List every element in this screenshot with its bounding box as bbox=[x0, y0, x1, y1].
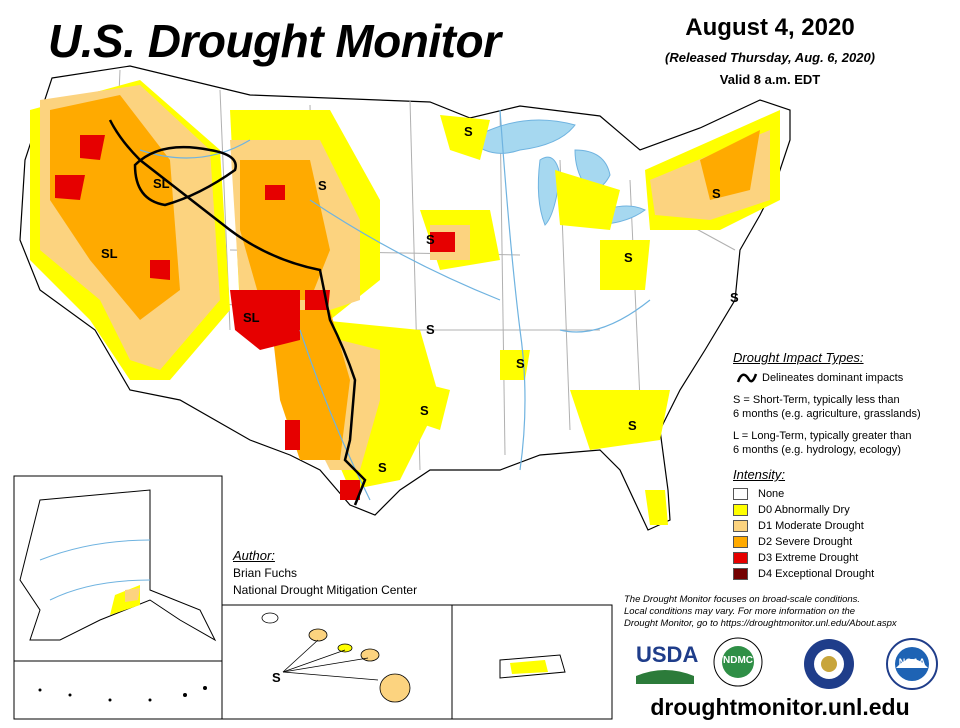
short-term-description: S = Short-Term, typically less than 6 mo… bbox=[733, 393, 953, 421]
impact-label-s: S bbox=[516, 356, 525, 371]
usda-logo bbox=[634, 640, 696, 686]
impact-label-sl: SL bbox=[101, 246, 118, 261]
impact-types-heading: Drought Impact Types: bbox=[733, 350, 864, 365]
impact-label-s: S bbox=[420, 403, 429, 418]
legend-swatch bbox=[733, 519, 748, 532]
legend-label: D1 Moderate Drought bbox=[758, 519, 864, 532]
short-term-line1: S = Short-Term, typically less than bbox=[733, 394, 900, 406]
legend-item-d3: D3 Extreme Drought bbox=[733, 550, 858, 565]
note-line: Drought Monitor, go to https://droughtmo… bbox=[624, 618, 897, 629]
impact-label-s: S bbox=[426, 322, 435, 337]
impact-label-s: S bbox=[318, 178, 327, 193]
hawaii-islands bbox=[261, 612, 411, 703]
legend-label: None bbox=[758, 487, 785, 500]
page-title: U.S. Drought Monitor bbox=[48, 15, 501, 67]
impact-label-sl: SL bbox=[153, 176, 170, 191]
commerce-seal bbox=[804, 639, 854, 689]
website-link[interactable]: droughtmonitor.unl.edu bbox=[650, 694, 910, 720]
impact-label-s: S bbox=[624, 250, 633, 265]
noaa-logo bbox=[886, 638, 938, 690]
ndmc-logo bbox=[713, 637, 763, 687]
impact-label-s: S bbox=[730, 290, 739, 305]
legend-label: D4 Exceptional Drought bbox=[758, 567, 875, 580]
author-heading: Author: bbox=[233, 548, 275, 563]
disclaimer-note: The Drought Monitor focuses on broad-sca… bbox=[624, 594, 954, 630]
impact-boundaries bbox=[108, 119, 367, 506]
noaa-logo-text: NOAA bbox=[898, 657, 926, 667]
legend-item-d2: D2 Severe Drought bbox=[733, 534, 852, 549]
note-line: The Drought Monitor focuses on broad-sca… bbox=[624, 594, 861, 605]
impact-label-s: S bbox=[628, 418, 637, 433]
delineates-label: Delineates dominant impacts bbox=[762, 372, 904, 384]
long-term-line1: L = Long-Term, typically greater than bbox=[733, 430, 912, 442]
legend-label: D0 Abnormally Dry bbox=[758, 503, 850, 516]
legend-label: D2 Severe Drought bbox=[758, 535, 853, 548]
impact-label-s: S bbox=[378, 460, 387, 475]
legend-swatch bbox=[733, 535, 748, 548]
legend-swatch bbox=[733, 487, 748, 500]
long-term-line2: 6 months (e.g. hydrology, ecology) bbox=[733, 444, 901, 456]
aleutian-islands bbox=[38, 686, 207, 702]
author-name: Brian Fuchs bbox=[233, 566, 298, 580]
short-term-line2: 6 months (e.g. agriculture, grasslands) bbox=[733, 408, 921, 420]
intensity-heading: Intensity: bbox=[733, 467, 786, 482]
note-line: Local conditions may vary. For more info… bbox=[624, 606, 856, 617]
legend-swatch bbox=[733, 503, 748, 516]
legend-swatch bbox=[733, 551, 748, 564]
legend-item-d4: D4 Exceptional Drought bbox=[733, 566, 874, 581]
impact-label-s: S bbox=[272, 670, 281, 685]
legend-label: D3 Extreme Drought bbox=[758, 551, 859, 564]
ndmc-logo-text: NDMC bbox=[723, 655, 753, 666]
legend-item-d1: D1 Moderate Drought bbox=[733, 518, 864, 533]
legend-item-d0: D0 Abnormally Dry bbox=[733, 502, 850, 517]
hawaii-pointer-lines bbox=[282, 639, 379, 681]
map-date: August 4, 2020 bbox=[685, 14, 855, 41]
impact-label-sl: SL bbox=[243, 310, 260, 325]
valid-time: Valid 8 a.m. EDT bbox=[719, 72, 821, 87]
legend-swatch bbox=[733, 567, 748, 580]
author-organization: National Drought Mitigation Center bbox=[233, 583, 418, 597]
release-date: (Released Thursday, Aug. 6, 2020) bbox=[665, 50, 875, 65]
usda-logo-text: USDA bbox=[636, 642, 699, 667]
impact-label-s: S bbox=[712, 186, 721, 201]
impact-line-icon bbox=[736, 373, 758, 383]
drought-areas bbox=[30, 80, 780, 680]
long-term-description: L = Long-Term, typically greater than 6 … bbox=[733, 429, 953, 457]
impact-label-s: S bbox=[426, 232, 435, 247]
aleutian-inset-frame bbox=[13, 660, 223, 720]
hawaii-inset-frame bbox=[221, 604, 453, 720]
impact-label-s: S bbox=[464, 124, 473, 139]
legend-item-none: None bbox=[733, 486, 784, 501]
